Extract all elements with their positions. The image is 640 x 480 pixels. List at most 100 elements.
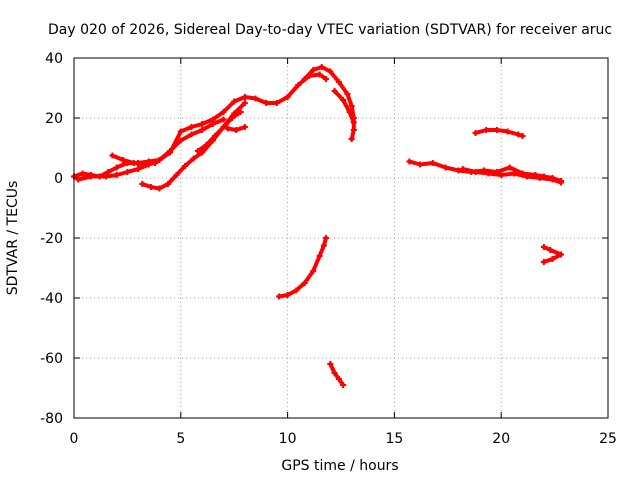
data-point xyxy=(506,164,513,171)
data-point xyxy=(320,242,327,249)
data-point xyxy=(344,91,351,97)
data-point xyxy=(194,148,201,154)
data-point xyxy=(167,148,174,154)
y-tick-labels: 40 20 0 -20 -40 -60 -80 xyxy=(40,51,63,427)
data-point xyxy=(493,127,500,133)
series-arc-5 xyxy=(194,109,244,154)
data-point xyxy=(199,149,206,156)
data-point xyxy=(406,158,413,165)
data-point xyxy=(483,127,490,133)
data-point xyxy=(252,95,259,102)
data-point xyxy=(316,71,323,78)
data-point xyxy=(331,88,338,94)
data-point xyxy=(224,125,231,132)
series-arc-4 xyxy=(139,100,248,192)
y-tick-label: -20 xyxy=(40,231,63,247)
data-point xyxy=(177,137,184,144)
data-point xyxy=(231,98,238,105)
data-point xyxy=(79,170,86,177)
data-point xyxy=(203,142,210,148)
data-point xyxy=(75,176,82,183)
grid-lines xyxy=(73,57,609,419)
data-point xyxy=(295,82,302,88)
data-point xyxy=(177,128,184,135)
x-tick-label: 5 xyxy=(176,431,185,447)
data-point xyxy=(323,76,330,82)
data-point xyxy=(442,164,449,171)
data-point xyxy=(147,184,154,190)
data-point xyxy=(190,155,197,162)
data-point xyxy=(327,361,334,367)
y-tick-label: 40 xyxy=(45,51,63,67)
series-arc-13 xyxy=(472,127,526,139)
data-series xyxy=(71,64,565,388)
data-point xyxy=(301,280,308,286)
data-point xyxy=(113,172,120,178)
data-point xyxy=(335,376,342,382)
data-point xyxy=(233,127,240,133)
series-arc-12 xyxy=(459,166,565,186)
data-point xyxy=(130,160,137,166)
series-line xyxy=(332,89,356,125)
y-tick-label: -60 xyxy=(40,351,63,367)
data-point xyxy=(323,235,330,241)
data-point xyxy=(164,181,171,187)
x-tick-label: 20 xyxy=(492,431,510,447)
data-point xyxy=(318,64,325,70)
y-tick-label: -80 xyxy=(40,411,63,427)
data-point xyxy=(105,169,112,175)
data-point xyxy=(199,127,206,133)
data-point xyxy=(536,175,543,181)
data-point xyxy=(237,109,244,115)
data-point xyxy=(327,68,334,75)
x-tick-label: 25 xyxy=(599,431,617,447)
data-point xyxy=(504,128,511,135)
data-point xyxy=(120,157,127,163)
series-arc-3 xyxy=(109,152,159,168)
series-arc-14 xyxy=(540,244,565,265)
data-point xyxy=(241,100,248,106)
data-point xyxy=(417,161,424,168)
data-point xyxy=(141,161,148,168)
x-tick-label: 15 xyxy=(385,431,403,447)
data-point xyxy=(549,176,556,183)
data-point xyxy=(472,169,479,175)
data-point xyxy=(124,169,131,175)
data-point xyxy=(519,133,526,139)
data-point xyxy=(316,253,323,259)
data-point xyxy=(103,173,110,180)
y-tick-label: 0 xyxy=(54,171,63,187)
data-point xyxy=(547,247,554,253)
data-point xyxy=(156,157,163,163)
data-point xyxy=(429,160,436,166)
series-arc-6 xyxy=(224,124,248,133)
data-point xyxy=(209,121,216,127)
data-point xyxy=(88,173,95,180)
data-point xyxy=(156,185,163,192)
data-point xyxy=(515,131,522,138)
data-point xyxy=(109,152,116,159)
x-tick-label: 0 xyxy=(70,431,79,447)
series-line xyxy=(72,72,328,179)
data-point xyxy=(340,97,347,103)
data-point xyxy=(523,173,530,180)
data-point xyxy=(498,172,505,178)
data-point xyxy=(182,163,189,169)
data-point xyxy=(188,124,195,130)
data-point xyxy=(540,244,547,250)
data-point xyxy=(220,124,227,130)
data-point xyxy=(229,115,236,121)
data-point xyxy=(220,116,227,123)
data-point xyxy=(139,181,146,187)
data-point xyxy=(331,370,338,376)
series-line xyxy=(277,236,328,299)
data-point xyxy=(293,287,300,294)
data-point xyxy=(241,124,248,130)
data-point xyxy=(188,131,195,138)
y-tick-label: 20 xyxy=(45,111,63,127)
data-point xyxy=(472,130,479,136)
data-point xyxy=(558,179,565,186)
data-point xyxy=(220,109,227,115)
data-point xyxy=(241,94,248,100)
